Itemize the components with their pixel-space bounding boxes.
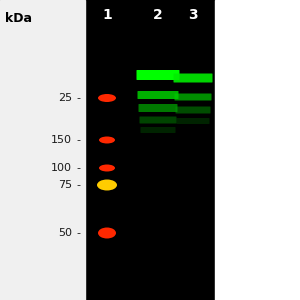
Text: 100: 100: [51, 163, 72, 173]
Text: -: -: [76, 135, 80, 145]
Text: 3: 3: [188, 8, 198, 22]
Ellipse shape: [99, 136, 115, 143]
Text: -: -: [76, 163, 80, 173]
FancyBboxPatch shape: [140, 116, 176, 124]
Ellipse shape: [99, 164, 115, 172]
Text: 25: 25: [58, 93, 72, 103]
Text: -: -: [76, 228, 80, 238]
FancyBboxPatch shape: [140, 127, 176, 133]
Text: 75: 75: [58, 180, 72, 190]
FancyBboxPatch shape: [176, 106, 211, 113]
Ellipse shape: [98, 94, 116, 102]
Text: -: -: [76, 93, 80, 103]
FancyBboxPatch shape: [176, 118, 209, 124]
Text: 1: 1: [102, 8, 112, 22]
FancyBboxPatch shape: [175, 94, 212, 100]
Bar: [0, 0, 85, 300]
FancyBboxPatch shape: [173, 74, 212, 82]
FancyBboxPatch shape: [137, 91, 178, 99]
Bar: [215, 0, 300, 300]
Text: 50: 50: [58, 228, 72, 238]
FancyBboxPatch shape: [136, 70, 179, 80]
FancyBboxPatch shape: [139, 104, 178, 112]
Ellipse shape: [97, 179, 117, 191]
Ellipse shape: [98, 227, 116, 239]
Text: -: -: [76, 180, 80, 190]
Text: 150: 150: [51, 135, 72, 145]
Text: kDa: kDa: [5, 12, 32, 25]
Text: 2: 2: [153, 8, 163, 22]
